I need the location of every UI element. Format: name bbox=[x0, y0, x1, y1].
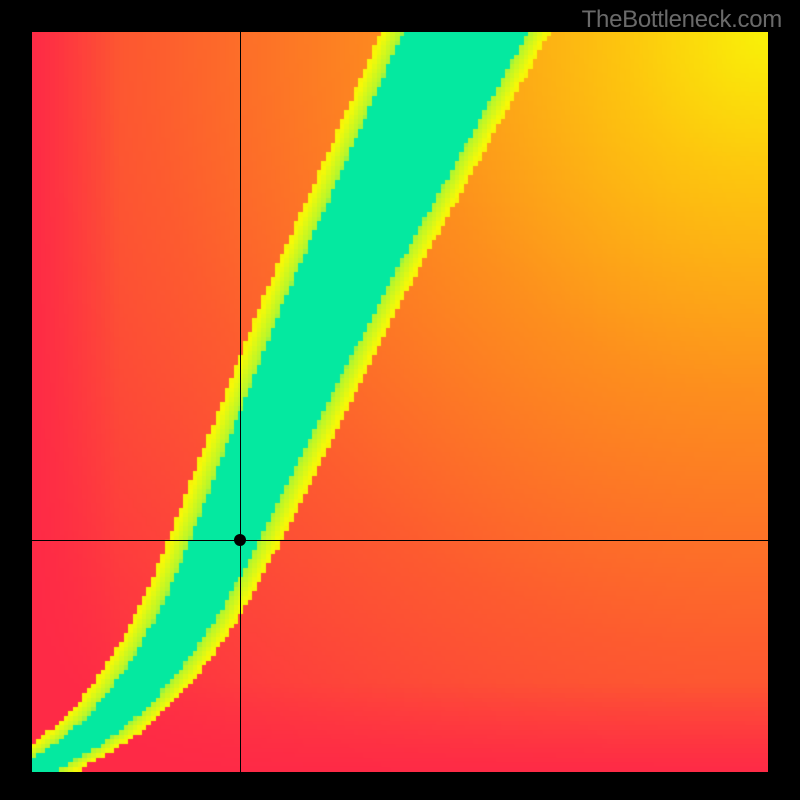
crosshair-horizontal bbox=[32, 540, 768, 541]
chart-container: TheBottleneck.com bbox=[0, 0, 800, 800]
heatmap-canvas bbox=[32, 32, 768, 772]
selected-point-marker bbox=[234, 534, 246, 546]
watermark-text: TheBottleneck.com bbox=[582, 6, 782, 34]
crosshair-vertical bbox=[240, 32, 241, 772]
heatmap-plot-area bbox=[32, 32, 768, 772]
